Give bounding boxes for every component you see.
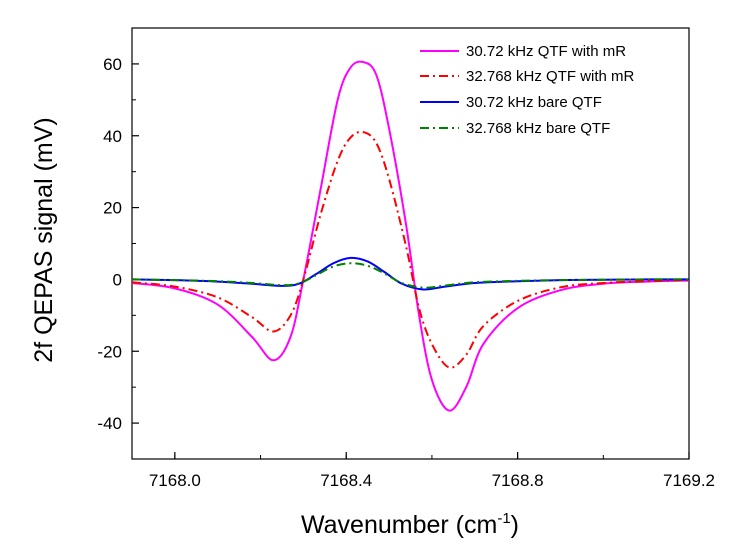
- legend-label-2: 32.768 kHz QTF with mR: [466, 68, 635, 85]
- series-line-2: [131, 130, 690, 369]
- y-tick-label: 40: [103, 127, 122, 146]
- x-axis-title: Wavenumber (cm-1): [301, 510, 519, 539]
- y-tick-label: -20: [97, 342, 122, 361]
- legend-label-3: 30.72 kHz bare QTF: [466, 94, 602, 111]
- legend-item-1: 30.72 kHz QTF with mR: [420, 43, 626, 60]
- series-line-1: [131, 60, 690, 412]
- x-axis-title-end: ): [511, 511, 519, 539]
- y-axis-title: 2f QEPAS signal (mV): [30, 117, 58, 362]
- x-tick-label: 7168.0: [149, 471, 201, 490]
- y-axis-ticks: -40 -20 0 20 40 60: [97, 27, 139, 460]
- y-tick-label: 60: [103, 55, 122, 74]
- series-line-4: [131, 262, 690, 289]
- legend-label-4: 32.768 kHz bare QTF: [466, 120, 610, 137]
- series-layer: [131, 60, 690, 412]
- y-tick-label: 0: [113, 270, 122, 289]
- legend-label-1: 30.72 kHz QTF with mR: [466, 43, 626, 60]
- y-tick-label: 20: [103, 199, 122, 218]
- plot-frame: [131, 27, 690, 460]
- x-tick-label: 7168.4: [320, 471, 372, 490]
- legend-item-2: 32.768 kHz QTF with mR: [420, 68, 635, 85]
- x-tick-label: 7169.2: [663, 471, 715, 490]
- legend-item-3: 30.72 kHz bare QTF: [420, 94, 602, 111]
- x-tick-label: 7168.8: [492, 471, 544, 490]
- legend: 30.72 kHz QTF with mR 32.768 kHz QTF wit…: [420, 43, 635, 137]
- x-axis-title-superscript: -1: [497, 510, 510, 527]
- legend-item-4: 32.768 kHz bare QTF: [420, 120, 610, 137]
- x-axis-title-main: Wavenumber (cm: [301, 511, 497, 539]
- y-tick-label: -40: [97, 414, 122, 433]
- x-axis-ticks: 7168.0 7168.4 7168.8 7169.2: [149, 452, 715, 490]
